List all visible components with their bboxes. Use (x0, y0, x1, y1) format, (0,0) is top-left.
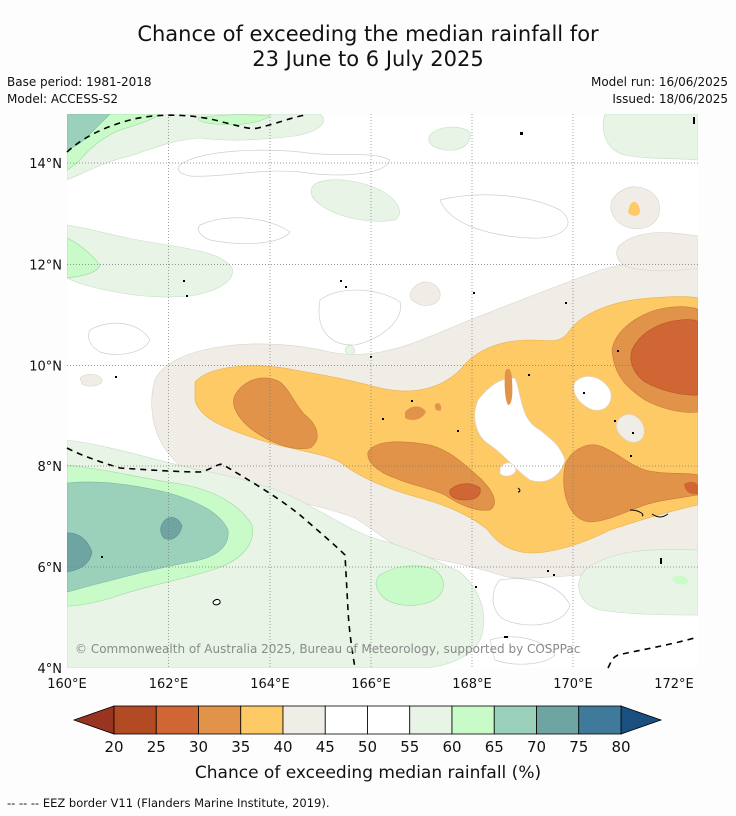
meta-left: Base period: 1981-2018 Model: ACCESS-S2 (7, 74, 152, 108)
contour-60-65 (67, 237, 101, 279)
model-name: Model: ACCESS-S2 (7, 92, 119, 106)
lon-label: 164°E (250, 677, 290, 692)
copyright-notice: © Commonwealth of Australia 2025, Bureau… (75, 642, 580, 656)
contour-30-35 (504, 368, 513, 405)
lat-label: 6°N (38, 561, 63, 576)
colorbar-tick-label: 40 (273, 738, 292, 756)
contour-70-75 (67, 532, 93, 573)
colorbar-tick-label: 35 (231, 738, 250, 756)
contour-70-75 (160, 517, 183, 540)
lon-label: 162°E (149, 677, 189, 692)
lon-label: 172°E (654, 677, 694, 692)
contour-55-60 (602, 114, 698, 161)
contour-fields (67, 114, 698, 668)
meta-right: Model run: 16/06/2025 Issued: 18/06/2025 (591, 74, 728, 108)
lat-label: 14°N (29, 157, 62, 172)
contour-55-60 (578, 549, 698, 616)
colorbar-tick-label: 20 (104, 738, 123, 756)
colorbar-cell (113, 705, 157, 735)
colorbar-tick-label: 30 (189, 738, 208, 756)
contour-55-60 (67, 224, 233, 298)
contour-60-65 (672, 575, 688, 585)
contour-55-60 (344, 344, 356, 356)
colorbar-tick-label: 55 (400, 738, 419, 756)
colorbar-cell (578, 705, 622, 735)
contour-25-30 (449, 483, 481, 501)
lat-label: 12°N (29, 259, 62, 274)
colorbar-under-arrow (72, 705, 115, 735)
colorbar-cell (324, 705, 368, 735)
colorbar-label: Chance of exceeding median rainfall (%) (195, 763, 541, 783)
band-gap (499, 462, 517, 477)
colorbar-cell (451, 705, 495, 735)
colorbar-tick-label: 50 (358, 738, 377, 756)
map-title-line2: 23 June to 6 July 2025 (252, 47, 484, 71)
colorbar-over-arrow (620, 705, 663, 735)
eez-legend: -- -- -- EEZ border V11 (Flanders Marine… (7, 796, 330, 810)
contour-40-45 (409, 281, 441, 306)
contour-65-70 (67, 481, 229, 593)
lon-label: 166°E (351, 677, 391, 692)
contour-lines (88, 149, 571, 665)
contour-25-30 (630, 319, 698, 396)
colorbar-tick-label: 75 (569, 738, 588, 756)
colorbar-tick-label: 45 (316, 738, 335, 756)
band-gap (474, 377, 566, 482)
model-run: Model run: 16/06/2025 (590, 75, 728, 89)
contour-60-65 (197, 114, 271, 126)
graticule (67, 114, 698, 668)
colorbar-cell (198, 705, 242, 735)
base-period: Base period: 1981-2018 (7, 75, 152, 89)
colorbar-tick-label: 25 (147, 738, 166, 756)
contour-25-30 (684, 481, 698, 495)
colorbar: 20 25 30 35 40 45 50 55 60 65 70 75 80 (72, 705, 663, 756)
contour-30-35 (563, 444, 698, 523)
colorbar-tick-label: 60 (442, 738, 461, 756)
colorbar-tick-label: 70 (527, 738, 546, 756)
contour-55-60 (67, 114, 324, 181)
contour-30-35 (233, 377, 318, 450)
colorbar-cell (536, 705, 580, 735)
issued-date: Issued: 18/06/2025 (612, 92, 728, 106)
lat-label: 10°N (29, 360, 62, 375)
lat-label: 8°N (38, 460, 63, 475)
colorbar-cell (282, 705, 326, 735)
contour-40-45 (79, 374, 103, 387)
contour-60-65 (375, 565, 444, 606)
contour-55-60 (428, 126, 471, 151)
eez-boundaries (66, 114, 699, 669)
lon-label: 170°E (553, 677, 593, 692)
band-gap (573, 376, 612, 411)
colorbar-tick-label: 65 (485, 738, 504, 756)
colorbar-cell (367, 705, 411, 735)
lon-label: 160°E (47, 677, 87, 692)
contour-40-45 (616, 232, 698, 272)
colorbar-cell (493, 705, 537, 735)
lat-label: 4°N (38, 662, 63, 677)
colorbar-cell (240, 705, 284, 735)
colorbar-cell (409, 705, 453, 735)
contour-30-35 (434, 403, 442, 411)
colorbar-tick-label: 80 (611, 738, 630, 756)
contour-55-60 (310, 179, 400, 222)
contour-30-35 (405, 406, 426, 420)
lon-label: 168°E (452, 677, 492, 692)
axis-labels: 160°E 162°E 164°E 166°E 168°E 170°E 172°… (29, 157, 694, 692)
map-title-line1: Chance of exceeding the median rainfall … (137, 22, 599, 46)
colorbar-cell (155, 705, 199, 735)
contour-35-40 (628, 201, 640, 216)
band-gap (616, 414, 645, 443)
atoll-dots (101, 117, 695, 638)
island-outlines (212, 487, 669, 606)
